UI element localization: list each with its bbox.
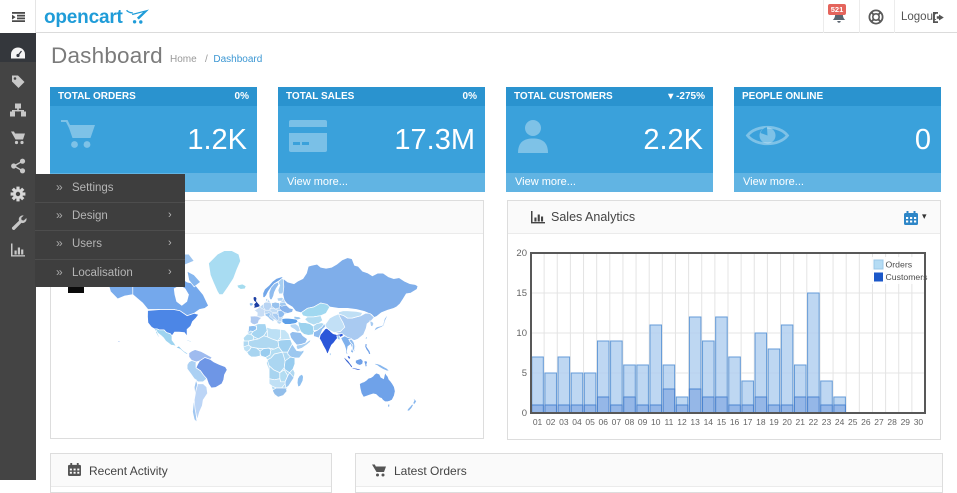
svg-text:15: 15 [516,288,527,299]
svg-text:10: 10 [516,328,527,339]
svg-text:17: 17 [743,417,753,427]
svg-text:23: 23 [822,417,832,427]
svg-text:02: 02 [546,417,556,427]
svg-text:20: 20 [782,417,792,427]
svg-text:04: 04 [572,417,582,427]
svg-text:Orders: Orders [886,260,913,270]
svg-text:30: 30 [914,417,924,427]
svg-text:5: 5 [522,368,527,379]
svg-text:11: 11 [664,417,673,427]
svg-text:26: 26 [861,417,871,427]
svg-text:20: 20 [516,248,527,259]
svg-text:27: 27 [874,417,884,427]
svg-text:0: 0 [522,408,527,419]
svg-text:25: 25 [848,417,858,427]
svg-text:12: 12 [677,417,687,427]
svg-text:Customers: Customers [886,272,929,282]
svg-text:10: 10 [651,417,661,427]
svg-text:13: 13 [690,417,700,427]
svg-text:18: 18 [756,417,766,427]
svg-text:14: 14 [704,417,714,427]
svg-text:19: 19 [769,417,779,427]
svg-text:01: 01 [533,417,543,427]
svg-text:22: 22 [809,417,819,427]
svg-text:06: 06 [598,417,608,427]
svg-text:15: 15 [717,417,727,427]
svg-text:29: 29 [901,417,911,427]
svg-text:21: 21 [795,417,805,427]
svg-text:08: 08 [625,417,635,427]
svg-text:09: 09 [638,417,648,427]
svg-text:24: 24 [835,417,845,427]
svg-text:07: 07 [612,417,622,427]
svg-text:28: 28 [887,417,897,427]
svg-text:16: 16 [730,417,740,427]
svg-text:05: 05 [585,417,595,427]
svg-text:03: 03 [559,417,569,427]
